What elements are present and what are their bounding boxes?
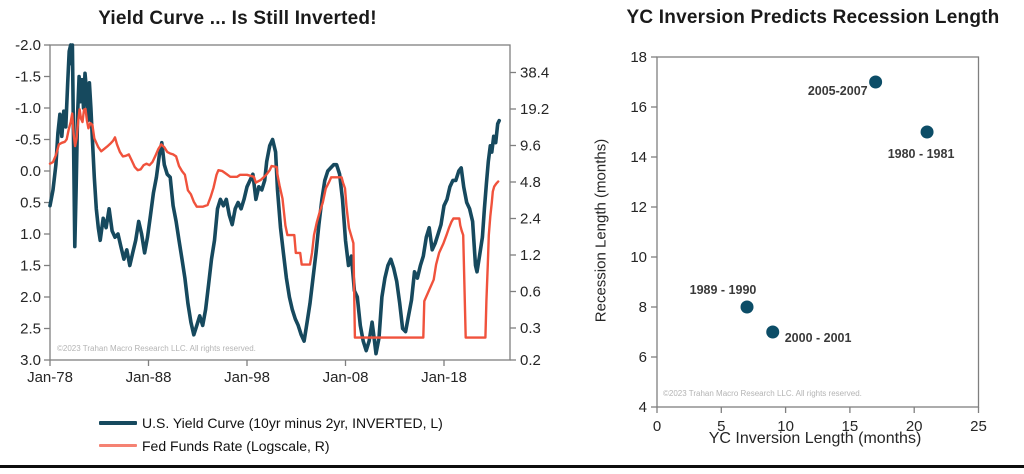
left-chart-legend: U.S. Yield Curve (10yr minus 2yr, INVERT… — [99, 411, 443, 457]
axis-tick-label: 0.0 — [20, 163, 41, 180]
axis-tick-label: 5 — [717, 418, 725, 435]
axis-tick-label: 4.8 — [520, 174, 541, 191]
axis-tick-label: 1.0 — [20, 226, 41, 243]
axis-tick-label: 18 — [630, 49, 647, 66]
right-chart-x-axis-label: YC Inversion Length (months) — [708, 430, 922, 447]
scatter-point-label: 1989 - 1990 — [690, 283, 757, 297]
legend-label-yield-curve: U.S. Yield Curve (10yr minus 2yr, INVERT… — [142, 414, 443, 431]
axis-tick-label: 1.5 — [20, 258, 41, 275]
axis-tick-label: 25 — [970, 418, 987, 435]
axis-tick-label: 20 — [906, 418, 923, 435]
right-chart-y-axis-label: Recession Length (months) — [592, 138, 610, 323]
axis-tick-label: -0.5 — [15, 132, 41, 149]
axis-tick-label: Jan-08 — [323, 369, 369, 386]
scatter-point — [869, 75, 883, 89]
yield-curve-line-swatch — [99, 420, 137, 425]
axis-tick-label: -1.5 — [15, 69, 41, 86]
left-chart-title: Yield Curve ... Is Still Inverted! — [98, 8, 377, 29]
axis-tick-label: 16 — [630, 99, 647, 116]
axis-tick-label: 9.6 — [520, 138, 541, 155]
axis-tick-label: 0.3 — [520, 320, 541, 337]
axis-tick-label: 15 — [842, 418, 859, 435]
yield-curve-line — [48, 43, 501, 356]
axis-tick-label: 0.2 — [520, 352, 541, 369]
bottom-rule — [0, 465, 1024, 468]
axis-tick-label: 14 — [630, 149, 647, 166]
axis-tick-label: 6 — [639, 349, 647, 366]
scatter-point — [920, 125, 934, 139]
axis-tick-label: 2.0 — [20, 289, 41, 306]
fed-funds-line-swatch — [99, 444, 137, 447]
axis-tick-label: 2.4 — [520, 211, 541, 228]
axis-tick-label: Jan-88 — [126, 369, 172, 386]
axis-tick-label: Jan-78 — [27, 369, 73, 386]
legend-label-fed-funds: Fed Funds Rate (Logscale, R) — [142, 437, 330, 454]
axis-tick-label: Jan-18 — [421, 369, 467, 386]
right-chart-title: YC Inversion Predicts Recession Length — [626, 7, 1000, 28]
fed-funds-line — [48, 107, 500, 339]
scatter-point-label: 1980 - 1981 — [888, 147, 955, 161]
axis-tick-label: -1.0 — [15, 100, 41, 117]
right-chart-plot: 4 6 8 10 12 14 16 18 0 5 10 15 20 25 2005-2007 1980 - 1… — [630, 49, 987, 435]
axis-tick-label: 0.6 — [520, 284, 541, 301]
left-chart-plot: -2.0 -1.5 -1.0 -0.5 0.0 0.5 1.0 1.5 2.0 2.5 3.0 38.… — [15, 37, 549, 386]
axis-tick-label: 10 — [777, 418, 794, 435]
scatter-point-label: 2000 - 2001 — [785, 331, 852, 345]
legend-item-yield-curve: U.S. Yield Curve (10yr minus 2yr, INVERT… — [99, 411, 443, 434]
axis-tick-label: 2.5 — [20, 321, 41, 338]
axis-tick-label: 3.0 — [20, 352, 41, 369]
axis-tick-label: 8 — [639, 299, 647, 316]
scatter-point-label: 2005-2007 — [808, 84, 868, 98]
legend-item-fed-funds: Fed Funds Rate (Logscale, R) — [99, 434, 443, 457]
scatter-point — [740, 300, 754, 314]
axis-tick-label: Jan-98 — [224, 369, 270, 386]
plot-border — [656, 56, 980, 408]
axis-tick-label: 38.4 — [520, 65, 549, 82]
axis-tick-label: 1.2 — [520, 247, 541, 264]
axis-tick-label: -2.0 — [15, 37, 41, 54]
axis-tick-label: 10 — [630, 249, 647, 266]
axis-tick-label: 4 — [639, 399, 647, 416]
axis-tick-label: 12 — [630, 199, 647, 216]
axis-tick-label: 19.2 — [520, 101, 549, 118]
scatter-point — [766, 325, 780, 339]
right-chart-copyright: ©2023 Trahan Macro Research LLC. All rig… — [663, 389, 862, 398]
left-chart-copyright: ©2023 Trahan Macro Research LLC. All rig… — [57, 344, 256, 353]
axis-tick-label: 0.5 — [20, 195, 41, 212]
axis-tick-label: 0 — [653, 418, 661, 435]
